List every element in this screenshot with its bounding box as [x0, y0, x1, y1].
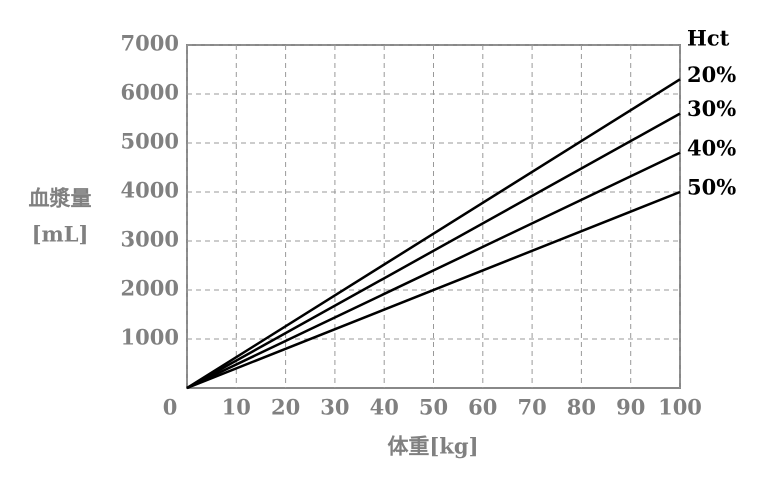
legend-title: Hct	[687, 26, 730, 51]
x-tick-label: 40	[370, 395, 399, 420]
x-tick-label: 0	[163, 395, 178, 420]
series-label: 30%	[687, 96, 736, 121]
line	[186, 112, 681, 390]
x-tick-label: 50	[419, 395, 448, 420]
x-tick-label: 80	[567, 395, 596, 420]
y-axis-label: 血漿量	[29, 186, 92, 211]
y-axis-label: [mL]	[32, 222, 89, 247]
y-tick-label: 4000	[121, 178, 179, 203]
x-tick-label: 30	[320, 395, 349, 420]
x-tick-label: 90	[616, 395, 645, 420]
y-tick-label: 5000	[121, 129, 179, 154]
x-tick-label: 60	[468, 395, 497, 420]
x-axis-label: 体重[kg]	[387, 434, 478, 459]
x-tick-label: 20	[271, 395, 300, 420]
x-tick-label: 70	[517, 395, 546, 420]
line	[186, 190, 681, 390]
line	[186, 151, 681, 390]
x-tick-label: 100	[658, 395, 702, 420]
y-tick-label: 2000	[121, 276, 179, 301]
line	[186, 78, 681, 390]
series-label: 40%	[687, 135, 736, 160]
series-label: 50%	[687, 175, 736, 200]
x-tick-label: 10	[222, 395, 251, 420]
series-label: 20%	[687, 62, 736, 87]
y-tick-label: 3000	[121, 227, 179, 252]
y-tick-label: 1000	[121, 325, 179, 350]
y-tick-label: 7000	[121, 31, 179, 56]
y-tick-label: 6000	[121, 80, 179, 105]
